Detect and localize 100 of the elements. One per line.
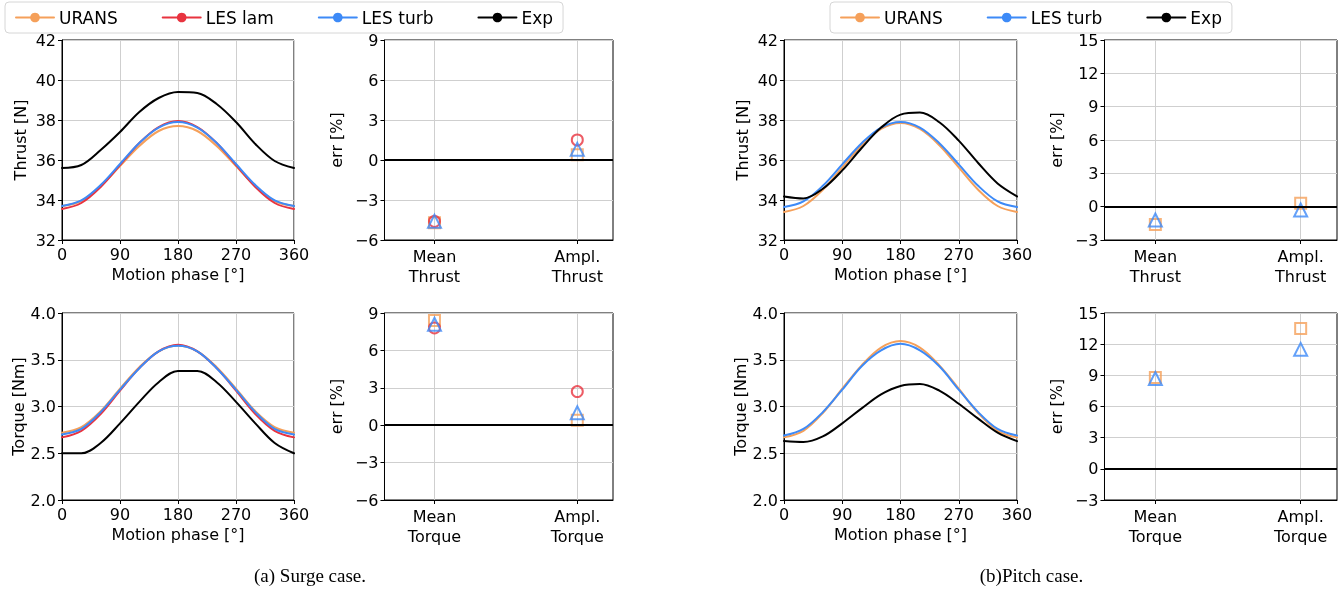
y-axis-title: Torque [Nm]	[9, 357, 29, 457]
x-tick-label: 90	[832, 504, 853, 524]
y-tick-label: 34	[757, 190, 778, 210]
x-tick-label: Ampl. Torque	[549, 506, 604, 546]
y-tick-label: −3	[1074, 230, 1099, 250]
y-tick-label: 6	[1088, 397, 1099, 416]
y-tick-label: 9	[368, 303, 379, 323]
y-tick-label: 34	[35, 190, 56, 210]
x-tick-label: 90	[832, 244, 853, 264]
y-tick-label: 40	[35, 70, 56, 90]
x-tick-label: 270	[220, 504, 252, 524]
point	[427, 313, 441, 327]
y-tick-label: 9	[1088, 365, 1099, 385]
x-tick-label: 270	[943, 244, 975, 264]
y-tick-label: 36	[35, 150, 56, 170]
legend-label: URANS	[884, 7, 943, 28]
x-tick-label: Ampl. Thrust	[550, 246, 603, 286]
x-tick-label: 90	[109, 244, 131, 264]
y-tick-label: 42	[35, 30, 56, 50]
y-tick-label: 4.0	[30, 303, 56, 323]
legend-label: LES turb	[361, 7, 434, 28]
y-tick-label: 38	[35, 110, 56, 130]
y-tick-label: 40	[757, 70, 778, 90]
y-tick-label: 0	[1088, 459, 1099, 479]
y-tick-label: 32	[35, 230, 56, 250]
legend-label: URANS	[59, 7, 118, 28]
x-tick-label: Mean Torque	[406, 506, 462, 546]
x-tick-label: 90	[109, 504, 131, 524]
y-tick-label: 36	[757, 150, 778, 170]
legend-label: LES turb	[1030, 7, 1103, 28]
x-axis-title: Motion phase [°]	[111, 265, 245, 285]
y-axis-title: Thrust [N]	[732, 99, 752, 182]
point	[569, 405, 585, 421]
y-axis-title: err [%]	[326, 378, 346, 435]
y-tick-label: 12	[1078, 63, 1099, 83]
legend-label: Exp	[1190, 7, 1222, 28]
y-tick-label: 38	[757, 110, 778, 130]
x-tick-label: Mean Torque	[1127, 506, 1182, 546]
y-tick-label: −6	[354, 230, 379, 250]
point	[427, 321, 441, 335]
y-tick-label: 3.0	[752, 397, 778, 416]
y-tick-label: 42	[757, 30, 778, 50]
legend-label: LES lam	[205, 7, 274, 28]
y-tick-label: 0	[368, 150, 379, 170]
y-tick-label: 3	[368, 378, 379, 398]
x-axis-title: Motion phase [°]	[833, 265, 968, 285]
y-tick-label: 3.5	[752, 350, 778, 370]
y-axis-title: Torque [Nm]	[731, 357, 751, 457]
point	[1293, 202, 1309, 218]
x-tick-label: 270	[220, 244, 252, 264]
y-tick-label: 6	[1088, 130, 1099, 150]
y-tick-label: 6	[368, 70, 379, 90]
x-tick-label: 360	[1001, 504, 1033, 524]
y-tick-label: 15	[1078, 30, 1099, 50]
y-axis-title: err [%]	[326, 112, 346, 168]
x-tick-label: Ampl. Torque	[1273, 506, 1328, 546]
y-tick-label: 4.0	[752, 303, 778, 323]
y-tick-label: 9	[1088, 97, 1099, 117]
y-tick-label: 3.0	[30, 397, 56, 416]
x-tick-label: 360	[1001, 244, 1033, 264]
y-tick-label: 3	[1088, 163, 1099, 183]
point	[570, 133, 584, 147]
point	[570, 413, 584, 427]
text: (b)Pitch case.	[979, 565, 1084, 587]
y-axis-title: Thrust [N]	[10, 99, 30, 182]
x-tick-label: 180	[162, 244, 194, 264]
x-tick-label: Ampl. Thrust	[1274, 246, 1327, 286]
point	[570, 148, 584, 162]
point	[1294, 196, 1308, 210]
y-tick-label: 2.5	[752, 443, 778, 463]
y-tick-label: 0	[1088, 197, 1099, 217]
point	[426, 316, 442, 332]
y-tick-label: −3	[1074, 490, 1099, 510]
point	[1148, 217, 1162, 231]
y-tick-label: −3	[354, 453, 379, 473]
y-axis-title: err [%]	[1046, 112, 1066, 168]
x-axis-title: Motion phase [°]	[111, 525, 245, 545]
y-tick-label: 0	[368, 415, 379, 435]
y-tick-label: 3.5	[30, 350, 56, 370]
x-tick-label: 180	[162, 504, 194, 524]
x-tick-label: Mean Thrust	[1128, 246, 1181, 286]
y-tick-label: 3	[368, 110, 379, 130]
y-tick-label: 15	[1078, 303, 1099, 323]
x-tick-label: 270	[943, 504, 975, 524]
point	[1294, 322, 1308, 336]
y-tick-label: 32	[757, 230, 778, 250]
y-tick-label: −3	[354, 190, 379, 210]
point	[1147, 212, 1163, 228]
x-axis-title: Motion phase [°]	[833, 525, 968, 545]
y-tick-label: 9	[368, 30, 379, 50]
y-tick-label: 6	[368, 340, 379, 360]
y-axis-title: err [%]	[1046, 378, 1066, 435]
y-tick-label: 3	[1088, 428, 1099, 448]
x-tick-label: 360	[278, 504, 310, 524]
x-tick-label: 180	[885, 244, 916, 264]
point	[569, 141, 585, 157]
legend-label: Exp	[521, 7, 554, 28]
y-tick-label: −6	[354, 490, 379, 510]
y-tick-label: 2.0	[752, 490, 778, 510]
y-tick-label: 2.5	[30, 443, 56, 463]
